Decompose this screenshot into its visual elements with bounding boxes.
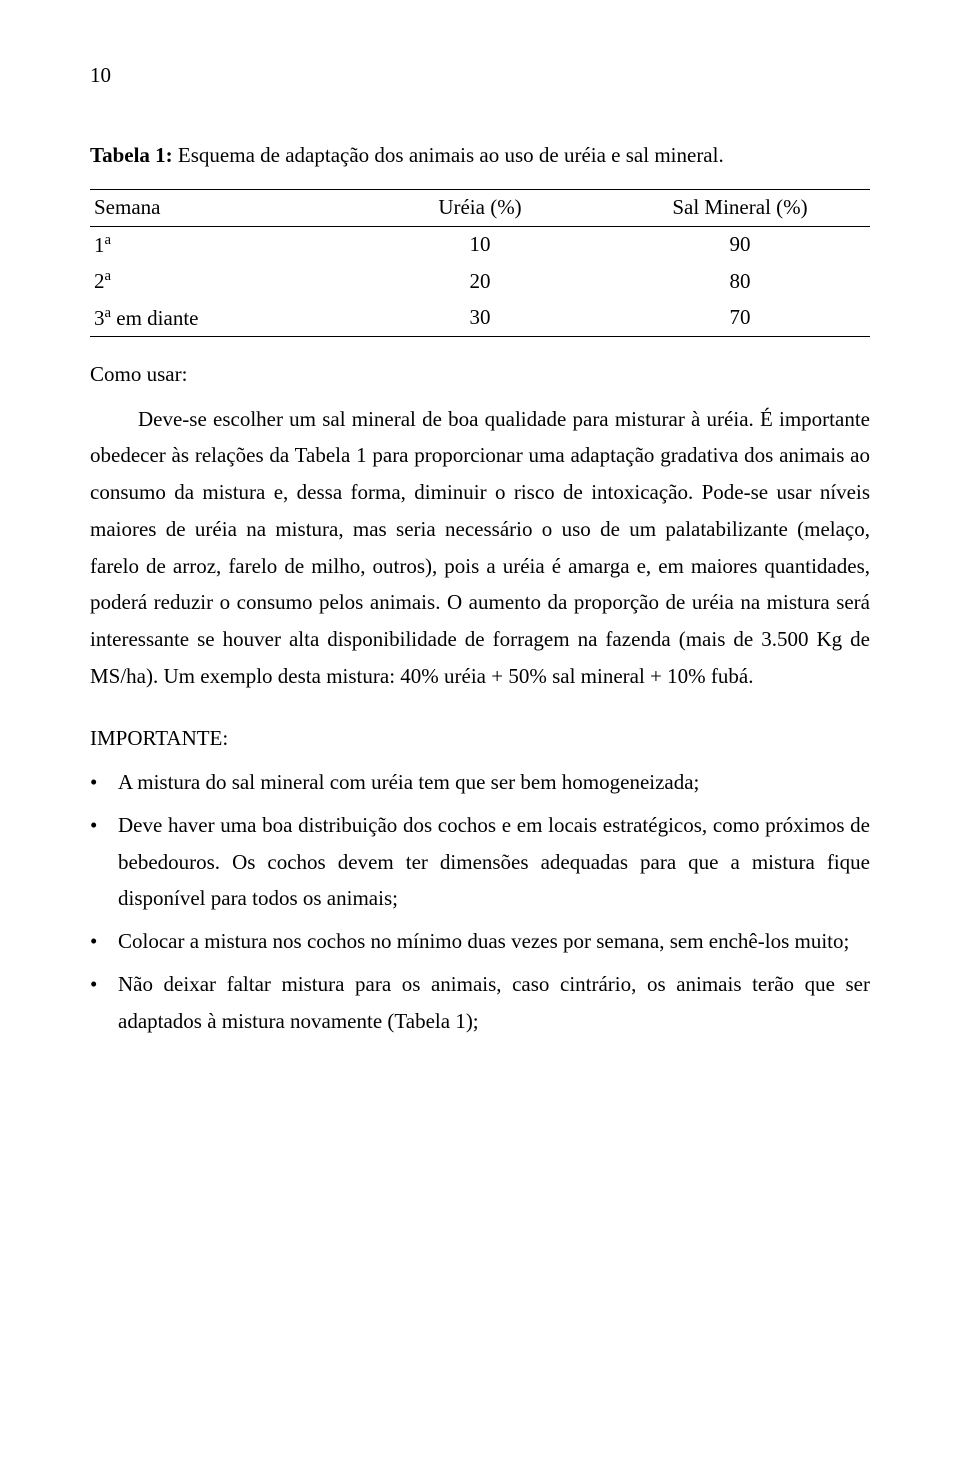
table-cell: 3a em diante [90,300,350,337]
table-cell: 30 [350,300,610,337]
table-cell: 90 [610,226,870,263]
table-header-cell: Semana [90,190,350,227]
table-caption-text: Esquema de adaptação dos animais ao uso … [173,143,724,167]
table-cell: 80 [610,263,870,300]
list-item: A mistura do sal mineral com uréia tem q… [90,764,870,801]
body-paragraph: Deve-se escolher um sal mineral de boa q… [90,401,870,695]
list-item: Deve haver uma boa distribuição dos coch… [90,807,870,917]
table-header-row: Semana Uréia (%) Sal Mineral (%) [90,190,870,227]
page-number: 10 [90,60,870,92]
table-cell: 1a [90,226,350,263]
adaptation-table: Semana Uréia (%) Sal Mineral (%) 1a 10 9… [90,189,870,337]
como-usar-label: Como usar: [90,359,870,391]
table-header-cell: Sal Mineral (%) [610,190,870,227]
table-row: 2a 20 80 [90,263,870,300]
table-header-cell: Uréia (%) [350,190,610,227]
table-row: 1a 10 90 [90,226,870,263]
table-cell: 70 [610,300,870,337]
table-caption: Tabela 1: Esquema de adaptação dos anima… [90,140,870,172]
table-row: 3a em diante 30 70 [90,300,870,337]
table-cell: 10 [350,226,610,263]
importante-label: IMPORTANTE: [90,723,870,755]
list-item: Colocar a mistura nos cochos no mínimo d… [90,923,870,960]
list-item: Não deixar faltar mistura para os animai… [90,966,870,1040]
bullet-list: A mistura do sal mineral com uréia tem q… [90,764,870,1039]
table-caption-prefix: Tabela 1: [90,143,173,167]
table-cell: 20 [350,263,610,300]
table-cell: 2a [90,263,350,300]
